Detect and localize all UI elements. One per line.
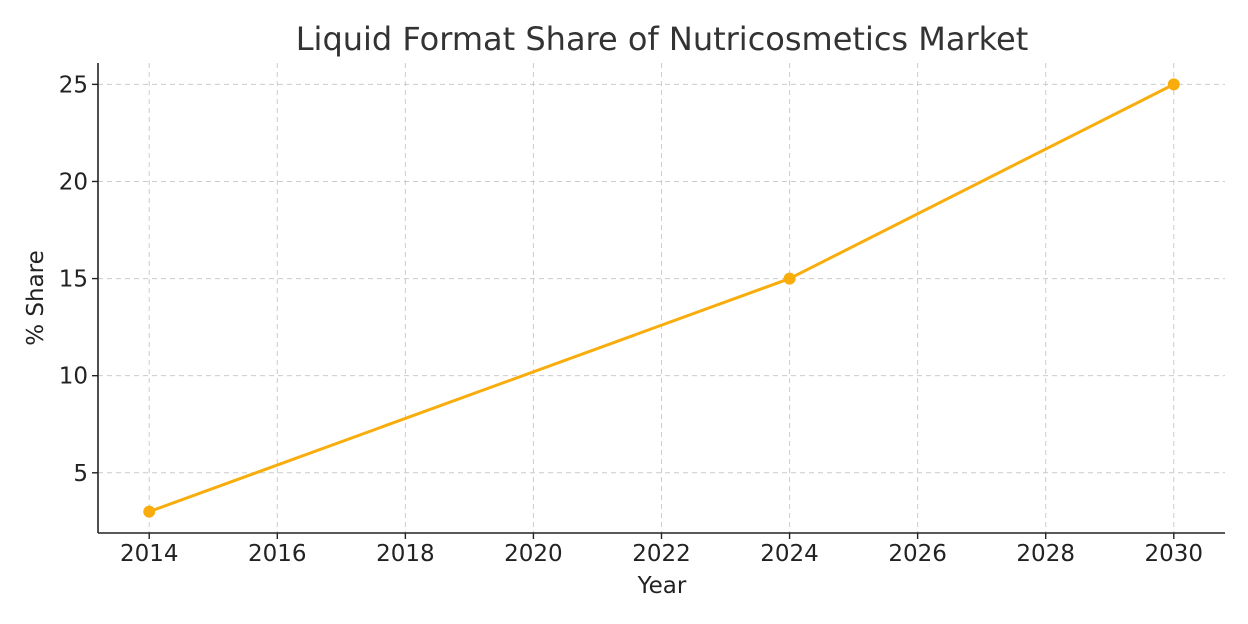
- y-gridlines: [98, 83, 1225, 474]
- y-tick-label: 20: [59, 169, 88, 195]
- x-tick-label: 2030: [1144, 541, 1203, 567]
- x-tick-label: 2020: [504, 541, 563, 567]
- x-tick-label: 2024: [760, 541, 819, 567]
- chart-title: Liquid Format Share of Nutricosmetics Ma…: [296, 20, 1029, 58]
- x-tick-label: 2016: [248, 541, 307, 567]
- x-tick-label: 2026: [888, 541, 947, 567]
- y-tick-label: 10: [59, 364, 88, 390]
- series-group: [143, 78, 1180, 518]
- y-axis-ticks: 5 10 15 20 25: [59, 72, 98, 487]
- x-tick-label: 2014: [120, 541, 179, 567]
- x-axis-label: Year: [637, 573, 687, 599]
- x-gridlines: [148, 63, 1175, 533]
- y-tick-label: 25: [59, 72, 88, 98]
- x-tick-label: 2018: [376, 541, 435, 567]
- y-tick-label: 5: [73, 461, 88, 487]
- y-axis-label: % Share: [23, 250, 49, 346]
- y-tick-label: 15: [59, 267, 88, 293]
- x-tick-label: 2028: [1016, 541, 1075, 567]
- data-point: [783, 272, 796, 285]
- x-tick-label: 2022: [632, 541, 691, 567]
- data-point: [1167, 78, 1180, 91]
- x-axis-ticks: 2014 2016 2018 2020 2022 2024 2026 2028 2030: [120, 533, 1203, 567]
- data-point: [143, 505, 156, 518]
